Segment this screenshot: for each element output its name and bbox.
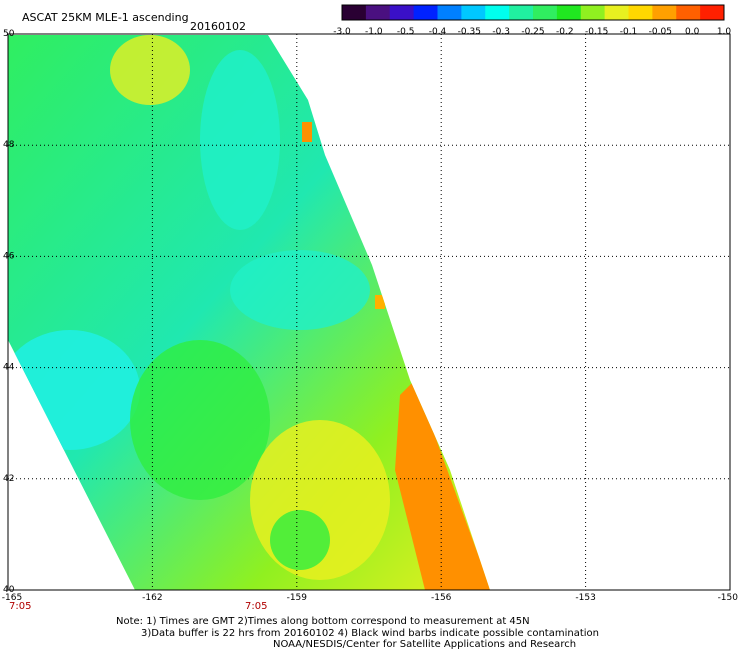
- colorbar-segment-7: [509, 5, 534, 20]
- colorbar-segment-1: [365, 5, 391, 20]
- colorbar-label-7: -0.2: [556, 27, 574, 37]
- colorbar-label-2: -0.5: [397, 27, 415, 37]
- time-label-center: 7:05: [245, 601, 267, 612]
- lon-label-5: -150: [718, 593, 739, 603]
- lon-label-3: -156: [431, 593, 452, 603]
- colorbar-segment-3: [413, 5, 438, 20]
- latitude-labels: 50 48 46 44 42 40: [3, 29, 15, 595]
- colorbar-label-4: -0.35: [458, 27, 481, 37]
- colorbar-segment-10: [580, 5, 606, 20]
- colorbar-segment-14: [676, 5, 701, 20]
- colorbar-segment-0: [342, 5, 367, 20]
- field-patch-yellow-nw: [110, 35, 190, 105]
- colorbar-label-1: -1.0: [365, 27, 383, 37]
- colorbar-segment-8: [533, 5, 558, 20]
- graticule: [8, 34, 730, 590]
- lat-label-5: 40: [3, 585, 15, 595]
- longitude-labels: -165 -162 -159 -156 -153 -150: [2, 593, 738, 603]
- field-patch-orange-small: [302, 122, 312, 142]
- wind-field-swath: [8, 35, 490, 590]
- time-label-left: 7:05: [9, 601, 31, 612]
- colorbar-label-0: -3.0: [333, 27, 351, 37]
- lon-label-2: -159: [287, 593, 308, 603]
- field-patch-cyan-center: [230, 250, 370, 330]
- colorbar-label-12: 1.0: [717, 27, 732, 37]
- field-patch-orange-se: [395, 380, 490, 590]
- colorbar-label-5: -0.3: [492, 27, 510, 37]
- lat-label-0: 50: [3, 29, 15, 39]
- lon-label-1: -162: [142, 593, 162, 603]
- map-date: 20160102: [190, 20, 246, 33]
- colorbar-segment-13: [652, 5, 677, 20]
- field-patch-cyan-west: [8, 330, 140, 450]
- colorbar-label-3: -0.4: [429, 27, 447, 37]
- field-patch-green-center: [130, 340, 270, 500]
- lat-label-3: 44: [3, 363, 15, 373]
- colorbar-label-8: -0.15: [585, 27, 608, 37]
- colorbar-segment-5: [461, 5, 486, 20]
- field-patch-orange-small-2: [375, 295, 385, 309]
- colorbar: [341, 4, 725, 21]
- field-patch-cyan-n: [200, 50, 280, 230]
- lat-label-2: 46: [3, 251, 15, 261]
- colorbar-segment-6: [485, 5, 510, 20]
- map-title: ASCAT 25KM MLE-1 ascending: [22, 11, 189, 24]
- field-patch-green-south: [270, 510, 330, 570]
- colorbar-segment-12: [628, 5, 653, 20]
- colorbar-frame: [341, 4, 725, 21]
- colorbar-labels: -3.0 -1.0 -0.5 -0.4 -0.35 -0.3 -0.25 -0.2 -0.15 -…: [333, 27, 731, 37]
- lon-label-0: -165: [2, 593, 22, 603]
- lat-label-4: 42: [3, 474, 14, 484]
- colorbar-label-6: -0.25: [521, 27, 544, 37]
- colorbar-label-11: 0.0: [685, 27, 700, 37]
- colorbar-label-10: -0.05: [649, 27, 672, 37]
- colorbar-segment-4: [437, 5, 462, 20]
- lat-label-1: 48: [3, 140, 15, 150]
- colorbar-segment-11: [604, 5, 629, 20]
- note-line-2: 3)Data buffer is 22 hrs from 20160102 4)…: [141, 628, 599, 639]
- colorbar-segment-9: [556, 5, 582, 20]
- colorbar-segment-15: [700, 5, 725, 20]
- lon-label-4: -153: [575, 593, 595, 603]
- plot-frame: [7, 33, 731, 591]
- note-line-1: Note: 1) Times are GMT 2)Times along bot…: [116, 616, 530, 627]
- colorbar-label-9: -0.1: [620, 27, 638, 37]
- note-line-3: NOAA/NESDIS/Center for Satellite Applica…: [273, 639, 576, 650]
- colorbar-segment-2: [389, 5, 415, 20]
